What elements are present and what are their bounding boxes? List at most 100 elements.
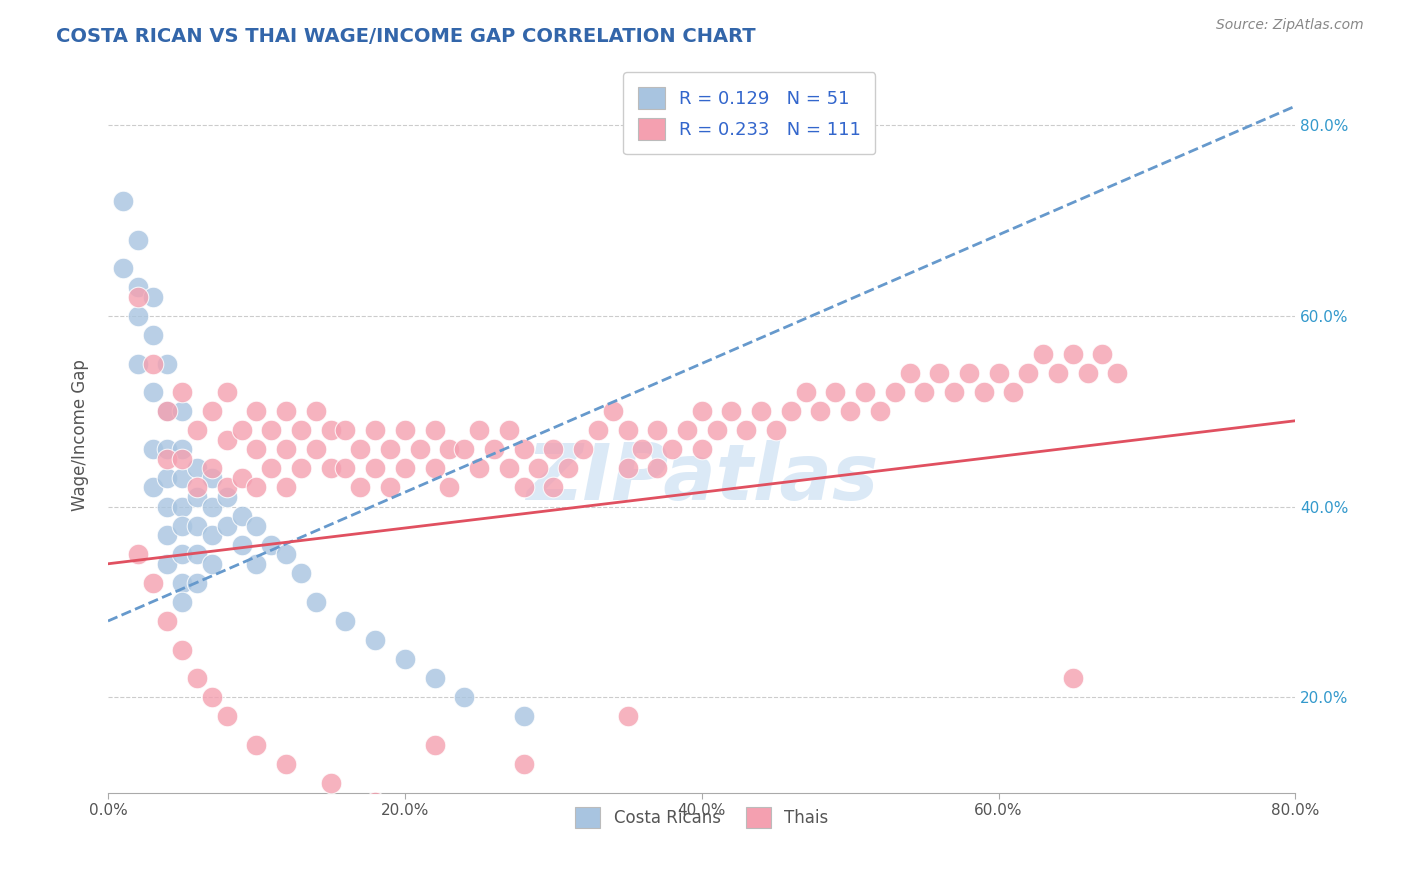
Point: [1032, 347, 1054, 361]
Point: [186, 547, 208, 561]
Point: [245, 518, 267, 533]
Point: [201, 690, 224, 705]
Point: [1046, 366, 1069, 380]
Point: [527, 461, 550, 475]
Point: [156, 404, 179, 418]
Point: [141, 385, 163, 400]
Point: [215, 385, 238, 400]
Point: [127, 357, 149, 371]
Point: [201, 500, 224, 514]
Point: [453, 690, 475, 705]
Point: [439, 442, 461, 457]
Point: [394, 461, 416, 475]
Point: [943, 385, 966, 400]
Point: [201, 461, 224, 475]
Point: [141, 442, 163, 457]
Point: [172, 547, 194, 561]
Point: [290, 423, 312, 437]
Point: [498, 461, 520, 475]
Text: Source: ZipAtlas.com: Source: ZipAtlas.com: [1216, 18, 1364, 32]
Point: [274, 442, 297, 457]
Point: [645, 461, 668, 475]
Point: [631, 442, 654, 457]
Legend: Costa Ricans, Thais: Costa Ricans, Thais: [568, 801, 835, 834]
Point: [274, 481, 297, 495]
Y-axis label: Wage/Income Gap: Wage/Income Gap: [72, 359, 89, 511]
Point: [127, 280, 149, 294]
Point: [394, 423, 416, 437]
Point: [186, 490, 208, 504]
Point: [305, 404, 328, 418]
Point: [1002, 385, 1025, 400]
Point: [987, 366, 1010, 380]
Point: [141, 481, 163, 495]
Point: [215, 518, 238, 533]
Point: [127, 290, 149, 304]
Point: [260, 538, 283, 552]
Point: [735, 423, 758, 437]
Point: [290, 461, 312, 475]
Point: [423, 461, 446, 475]
Point: [141, 290, 163, 304]
Point: [260, 461, 283, 475]
Point: [141, 327, 163, 342]
Point: [439, 481, 461, 495]
Point: [676, 423, 699, 437]
Point: [364, 795, 387, 809]
Point: [364, 423, 387, 437]
Point: [1017, 366, 1039, 380]
Point: [305, 595, 328, 609]
Point: [127, 233, 149, 247]
Point: [215, 481, 238, 495]
Point: [512, 481, 534, 495]
Point: [156, 500, 179, 514]
Point: [156, 357, 179, 371]
Point: [706, 423, 728, 437]
Point: [690, 404, 713, 418]
Point: [156, 528, 179, 542]
Point: [645, 423, 668, 437]
Point: [364, 633, 387, 648]
Point: [127, 309, 149, 323]
Point: [335, 614, 357, 628]
Point: [512, 709, 534, 723]
Point: [245, 481, 267, 495]
Point: [839, 404, 862, 418]
Point: [231, 423, 253, 437]
Point: [172, 385, 194, 400]
Point: [453, 442, 475, 457]
Point: [156, 451, 179, 466]
Point: [349, 442, 371, 457]
Point: [245, 557, 267, 571]
Point: [305, 442, 328, 457]
Point: [543, 442, 565, 457]
Point: [423, 423, 446, 437]
Point: [512, 442, 534, 457]
Point: [869, 404, 891, 418]
Point: [482, 442, 505, 457]
Point: [231, 509, 253, 524]
Point: [186, 671, 208, 685]
Point: [172, 404, 194, 418]
Point: [779, 404, 801, 418]
Point: [274, 757, 297, 772]
Point: [602, 404, 624, 418]
Point: [973, 385, 995, 400]
Point: [468, 461, 491, 475]
Point: [201, 404, 224, 418]
Point: [111, 194, 134, 209]
Point: [720, 404, 742, 418]
Point: [186, 518, 208, 533]
Point: [156, 404, 179, 418]
Point: [172, 575, 194, 590]
Point: [172, 471, 194, 485]
Point: [172, 442, 194, 457]
Point: [749, 404, 772, 418]
Point: [156, 442, 179, 457]
Point: [616, 461, 638, 475]
Point: [231, 538, 253, 552]
Point: [186, 423, 208, 437]
Point: [319, 423, 342, 437]
Point: [810, 404, 832, 418]
Point: [201, 557, 224, 571]
